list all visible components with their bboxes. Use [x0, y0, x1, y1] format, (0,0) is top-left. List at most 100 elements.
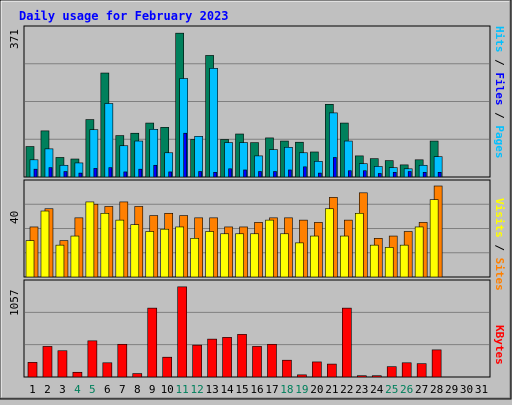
kbytes-legend: KBytes [493, 325, 506, 365]
day-label-2: 2 [44, 383, 51, 396]
bar-sites-day-15 [235, 233, 244, 278]
day-label-26: 26 [400, 383, 413, 396]
bar-pages-day-9 [153, 164, 158, 178]
day-label-7: 7 [119, 383, 126, 396]
day-label-18: 18 [280, 383, 293, 396]
bar-pages-day-7 [123, 171, 128, 178]
bar-kbytes-day-13 [207, 338, 217, 378]
bar-kbytes-day-28 [431, 349, 442, 378]
bar-pages-day-3 [63, 171, 68, 178]
bar-sites-day-1 [25, 240, 35, 278]
day-label-10: 10 [161, 383, 174, 396]
bar-sites-day-16 [250, 233, 259, 278]
bar-pages-day-27 [422, 172, 427, 178]
day-label-29: 29 [445, 383, 458, 396]
bar-sites-day-8 [130, 224, 140, 278]
bar-sites-day-12 [190, 238, 199, 278]
kbytes-ymax-label: 1057 [8, 290, 21, 317]
bar-kbytes-day-6 [102, 362, 113, 378]
day-label-1: 1 [29, 383, 36, 396]
legend-sites: Sites [493, 258, 506, 291]
bar-sites-day-21 [325, 208, 334, 278]
bar-kbytes-day-9 [147, 307, 158, 378]
bar-pages-day-12 [198, 171, 202, 178]
legend-sep: / [493, 244, 506, 251]
bar-pages-day-24 [377, 173, 382, 178]
day-label-11: 11 [176, 383, 189, 396]
bar-sites-day-2 [40, 210, 50, 278]
legend-pages: Pages [493, 125, 506, 158]
bar-files-day-13 [209, 68, 218, 178]
bar-kbytes-day-16 [252, 346, 262, 378]
legend-files: Files [493, 72, 506, 105]
day-label-24: 24 [370, 383, 384, 396]
day-label-21: 21 [325, 383, 338, 396]
bar-pages-day-25 [392, 172, 397, 178]
bar-pages-day-21 [333, 157, 337, 178]
day-label-4: 4 [74, 383, 81, 396]
bar-sites-day-10 [160, 228, 170, 278]
bar-sites-day-4 [70, 235, 80, 278]
bar-pages-day-10 [168, 171, 173, 178]
bar-kbytes-day-20 [312, 361, 322, 378]
day-label-13: 13 [205, 383, 218, 396]
bar-sites-day-17 [265, 219, 274, 278]
day-label-9: 9 [149, 383, 156, 396]
day-label-14: 14 [220, 383, 234, 396]
bars [25, 32, 443, 378]
bar-sites-day-24 [369, 244, 379, 278]
legend-hits: Hits [493, 26, 506, 53]
bar-sites-day-27 [414, 226, 424, 278]
bar-pages-day-8 [138, 168, 143, 178]
bar-sites-day-19 [295, 242, 304, 278]
bar-files-day-6 [104, 103, 114, 178]
bar-sites-day-7 [115, 219, 125, 278]
bar-pages-day-19 [303, 166, 307, 178]
bar-pages-day-6 [108, 167, 113, 178]
day-label-15: 15 [235, 383, 248, 396]
bar-kbytes-day-8 [132, 373, 143, 378]
bar-kbytes-day-26 [401, 362, 412, 378]
bar-kbytes-day-10 [162, 356, 173, 378]
bar-sites-day-23 [354, 213, 364, 278]
panel-frames [23, 25, 491, 378]
day-label-25: 25 [385, 383, 398, 396]
day-label-12: 12 [191, 383, 204, 396]
bar-kbytes-day-4 [72, 371, 83, 378]
bar-pages-day-1 [33, 168, 38, 178]
day-label-20: 20 [310, 383, 323, 396]
bar-pages-day-26 [407, 171, 412, 178]
bar-kbytes-day-18 [282, 359, 292, 378]
bar-kbytes-day-21 [327, 363, 337, 378]
day-label-30: 30 [460, 383, 473, 396]
bar-pages-day-4 [78, 172, 83, 178]
day-label-22: 22 [340, 383, 353, 396]
bar-pages-day-11 [183, 132, 187, 178]
bar-sites-day-22 [340, 235, 349, 278]
legend-sep: / [493, 112, 506, 119]
day-label-19: 19 [295, 383, 308, 396]
bar-pages-day-23 [362, 170, 367, 178]
day-label-16: 16 [250, 383, 263, 396]
day-label-27: 27 [415, 383, 428, 396]
bar-sites-day-13 [205, 231, 214, 278]
bar-sites-day-3 [55, 244, 65, 278]
legend-sep: / [493, 59, 506, 66]
bar-kbytes-day-11 [177, 286, 187, 378]
bar-kbytes-day-14 [222, 337, 232, 378]
bar-pages-day-5 [93, 168, 98, 178]
bar-files-day-12 [194, 136, 203, 178]
day-label-8: 8 [134, 383, 141, 396]
bar-kbytes-day-19 [297, 374, 307, 378]
bar-sites-day-26 [399, 244, 409, 278]
bar-pages-day-15 [243, 169, 247, 178]
bar-kbytes-day-2 [42, 346, 53, 378]
hits-ymax-label: 371 [8, 29, 21, 49]
bar-sites-day-5 [85, 201, 95, 278]
bar-kbytes-day-25 [386, 366, 397, 378]
chart-title: Daily usage for February 2023 [19, 9, 229, 23]
bar-kbytes-day-3 [57, 350, 68, 378]
day-label-17: 17 [265, 383, 278, 396]
